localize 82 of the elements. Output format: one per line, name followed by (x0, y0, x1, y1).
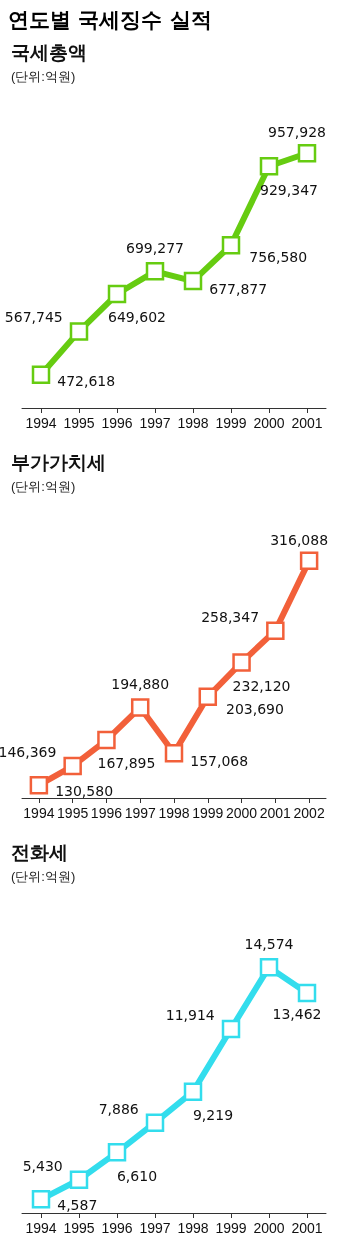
data-label: 258,347 (201, 608, 260, 625)
point (69, 322, 89, 341)
x-tick-label: 1995 (63, 1220, 95, 1236)
data-label: 130,580 (55, 783, 114, 800)
point (221, 1019, 241, 1039)
data-label: 203,690 (226, 700, 284, 717)
data-label: 13,462 (272, 1006, 322, 1023)
point (107, 284, 127, 304)
data-label: 472,618 (57, 372, 116, 389)
x-tick-label: 2000 (253, 415, 285, 431)
chart-title: 부가가치세 (11, 452, 106, 473)
data-label: 157,068 (190, 753, 249, 770)
point (130, 698, 150, 717)
data-label: 929,347 (260, 181, 318, 198)
x-tick-label: 1996 (90, 805, 123, 821)
x-tick-label: 2001 (291, 1220, 323, 1236)
point (97, 730, 116, 750)
data-label: 316,088 (270, 531, 329, 548)
text: 연도별 국세징수 실적 (7, 7, 213, 34)
chart-subtitle: (단위:억원) (11, 869, 76, 884)
chart-title: 국세총액 (11, 42, 87, 63)
data-label: 167,895 (97, 755, 156, 772)
x-tick-label: 1999 (215, 415, 247, 431)
x-tick-label: 1999 (215, 1220, 247, 1236)
point (145, 262, 165, 281)
data-label: 699,277 (126, 240, 184, 257)
x-tick-label: 1994 (23, 805, 55, 821)
x-tick-label: 1998 (177, 1220, 209, 1236)
x-tick-label: 1999 (192, 805, 224, 821)
data-label: 957,928 (268, 123, 326, 140)
data-label: 232,120 (232, 677, 291, 694)
x-tick-label: 1997 (139, 415, 171, 431)
data-label: 4,587 (57, 1197, 98, 1214)
data-label: 7,886 (98, 1100, 139, 1117)
point (297, 983, 317, 1003)
x-tick-label: 1994 (25, 415, 57, 431)
x-tick-label: 1994 (25, 1220, 57, 1236)
x-tick-label: 2002 (293, 805, 325, 821)
point (232, 653, 251, 672)
x-tick-label: 1998 (177, 415, 209, 431)
point (145, 1113, 165, 1132)
data-label: 756,580 (249, 249, 308, 266)
x-tick-label: 1997 (124, 805, 156, 821)
point (198, 687, 218, 707)
x-tick-label: 2000 (253, 1220, 285, 1236)
chart-subtitle: (단위:억원) (11, 69, 76, 84)
point (107, 1143, 127, 1162)
point (221, 235, 241, 255)
point (69, 1170, 89, 1189)
x-tick-label: 1998 (158, 805, 190, 821)
x-tick-label: 2001 (259, 805, 292, 821)
x-tick-label: 1996 (101, 415, 133, 431)
x-tick-label: 1996 (101, 1220, 133, 1236)
data-label: 194,880 (111, 676, 170, 693)
point (31, 365, 51, 385)
data-label: 6,610 (116, 1167, 158, 1184)
chart-title: 전화세 (11, 842, 68, 863)
data-label: 649,602 (108, 309, 166, 326)
point (266, 621, 285, 640)
data-label: 11,914 (165, 1007, 215, 1023)
point (183, 271, 203, 291)
point (297, 143, 317, 163)
data-label: 5,430 (22, 1157, 63, 1174)
x-tick-label: 2000 (225, 805, 258, 821)
data-label: 567,745 (4, 309, 63, 326)
data-label: 9,219 (192, 1106, 234, 1123)
data-label: 677,877 (209, 281, 268, 298)
x-tick-label: 1995 (57, 805, 89, 821)
chart-subtitle: (단위:억원) (11, 479, 76, 494)
point (259, 957, 279, 977)
point (63, 756, 82, 776)
point (29, 775, 49, 795)
point (164, 743, 184, 763)
x-tick-label: 2001 (291, 415, 323, 431)
point (299, 551, 319, 571)
x-tick-label: 1995 (63, 415, 95, 431)
point (31, 1190, 51, 1209)
data-label: 14,574 (244, 935, 294, 952)
x-tick-label: 1997 (139, 1220, 171, 1236)
data-label: 146,369 (0, 744, 57, 761)
point (259, 157, 279, 176)
point (183, 1082, 203, 1101)
